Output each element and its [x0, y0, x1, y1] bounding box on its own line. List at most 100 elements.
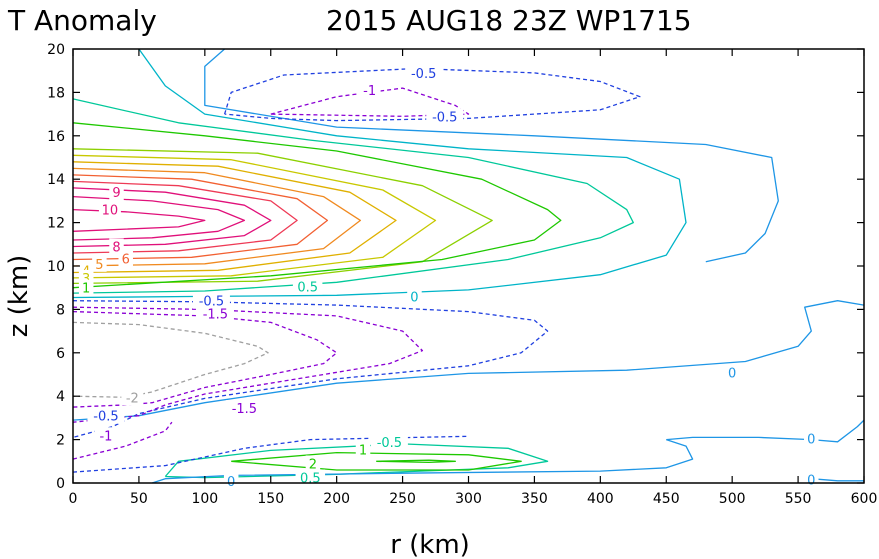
contour-label-bg-14 — [426, 108, 464, 125]
contour-label-bg-17 — [87, 407, 125, 424]
y-tick-label-6: 6 — [56, 346, 65, 362]
contour-label-bg-18 — [94, 427, 117, 444]
contour-line-neg0p5-27 — [72, 435, 469, 473]
y-tick-label-16: 16 — [47, 129, 65, 145]
y-axis-label: z (km) — [4, 255, 34, 338]
x-tick-label-500: 500 — [719, 491, 746, 507]
y-tick-label-12: 12 — [47, 216, 65, 232]
y-tick-label-18: 18 — [47, 85, 65, 101]
contour-label-bg-15 — [121, 389, 144, 406]
contour-label-13: -1 — [363, 84, 376, 99]
contour-label-bg-4 — [92, 255, 107, 272]
contour-label-12: -0.5 — [411, 67, 436, 82]
contour-line-0p5-13 — [164, 443, 549, 479]
y-tick-label-0: 0 — [56, 476, 65, 492]
x-tick-label-300: 300 — [455, 491, 482, 507]
contour-label-bg-23 — [223, 472, 239, 489]
contour-label-24: 0 — [728, 366, 736, 381]
contour-label-20: 1 — [359, 443, 367, 458]
contour-line-neg1-23 — [72, 306, 424, 423]
contour-line-neg0p5-22 — [72, 300, 549, 439]
x-tick-label-150: 150 — [257, 491, 284, 507]
contour-line-0-19 — [811, 478, 864, 482]
contour-label-4: 5 — [95, 258, 103, 273]
contour-line-neg1-21 — [270, 87, 470, 117]
contour-line-4-6 — [72, 161, 397, 274]
contour-label-25: 0 — [807, 433, 815, 448]
contour-label-bg-20 — [355, 441, 371, 458]
y-tick-label-2: 2 — [56, 433, 65, 449]
contour-line-2-15 — [376, 459, 456, 464]
contour-label-bg-7 — [78, 279, 94, 296]
contour-line-6-4 — [72, 174, 329, 261]
contour-lines — [72, 48, 865, 484]
y-tick-label-10: 10 — [47, 259, 65, 275]
chart-title-right: 2015 AUG18 23Z WP1715 — [326, 4, 692, 37]
contour-label-14: -0.5 — [432, 110, 457, 125]
contour-line-2-8 — [72, 148, 493, 285]
x-tick-label-550: 550 — [785, 491, 812, 507]
contour-label-bg-11 — [196, 305, 234, 322]
x-axis-ticks: 0 50 100 150 200 250 300 350 400 450 500 550 600 — [69, 49, 877, 507]
contour-label-bg-25 — [804, 430, 819, 447]
contour-label-16: -1.5 — [232, 402, 257, 417]
chart-title-left: T Anomaly — [7, 4, 157, 37]
contour-line-0-11 — [72, 48, 687, 299]
x-tick-label-350: 350 — [521, 491, 548, 507]
contour-label-bg-19 — [370, 433, 408, 450]
contour-label-bg-12 — [405, 64, 443, 81]
contour-label-bg-22 — [295, 469, 326, 486]
contour-line-3-7 — [72, 154, 437, 279]
y-tick-label-8: 8 — [56, 302, 65, 318]
contour-label-22: 0.5 — [300, 472, 321, 487]
x-tick-label-450: 450 — [653, 491, 680, 507]
x-tick-label-0: 0 — [69, 491, 78, 507]
contour-line-0-12 — [204, 48, 779, 263]
contour-label-11: -1.5 — [203, 308, 228, 323]
contour-label-17: -0.5 — [93, 410, 118, 425]
contour-label-bg-21 — [305, 455, 321, 472]
contour-label-7: 1 — [82, 282, 90, 297]
contour-line-8-2 — [72, 187, 272, 248]
contour-label-26: 0 — [807, 474, 815, 489]
contour-label-bg-9 — [407, 288, 422, 305]
contour-label-bg-10 — [192, 292, 230, 309]
contour-label-bg-24 — [724, 364, 740, 381]
contour-label-bg-3 — [118, 250, 133, 267]
contour-label-2: 8 — [112, 240, 120, 255]
contour-line-10-0 — [72, 208, 206, 232]
x-tick-label-250: 250 — [389, 491, 416, 507]
contour-line-neg2-25 — [72, 321, 269, 398]
contour-label-18: -1 — [99, 429, 112, 444]
x-tick-label-200: 200 — [323, 491, 350, 507]
y-tick-label-4: 4 — [56, 389, 65, 405]
contour-label-bg-1 — [109, 184, 124, 201]
contour-line-7-3 — [72, 180, 298, 254]
contour-label-bg-8 — [292, 278, 323, 295]
contour-label-6: 3 — [82, 272, 90, 287]
contour-line-neg1-26 — [72, 421, 173, 460]
contour-line-9-1 — [72, 195, 246, 241]
contour-labels: 1098654310.50-0.5-1.5-0.5-1-0.5-2-1.5-0.… — [78, 64, 819, 490]
contour-label-1: 9 — [112, 186, 120, 201]
x-tick-label-100: 100 — [191, 491, 218, 507]
x-axis-label: r (km) — [390, 530, 470, 559]
contour-line-neg1p5-24 — [72, 310, 338, 408]
contour-label-bg-13 — [358, 82, 381, 99]
contour-line-0-18 — [72, 300, 865, 421]
y-tick-label-14: 14 — [47, 172, 65, 188]
contour-line-neg0p5-20 — [223, 67, 641, 122]
contour-line-1-14 — [231, 451, 522, 471]
contour-label-8: 0.5 — [297, 281, 318, 296]
contour-label-bg-16 — [225, 400, 263, 417]
x-tick-label-50: 50 — [130, 491, 148, 507]
contour-label-19: -0.5 — [377, 436, 402, 451]
contour-line-0-16 — [666, 419, 865, 443]
contour-label-bg-0 — [98, 201, 121, 218]
y-tick-label-20: 20 — [47, 42, 65, 58]
contour-label-15: -2 — [126, 391, 139, 406]
contour-label-3: 6 — [122, 252, 130, 267]
contour-label-0: 10 — [102, 204, 119, 219]
